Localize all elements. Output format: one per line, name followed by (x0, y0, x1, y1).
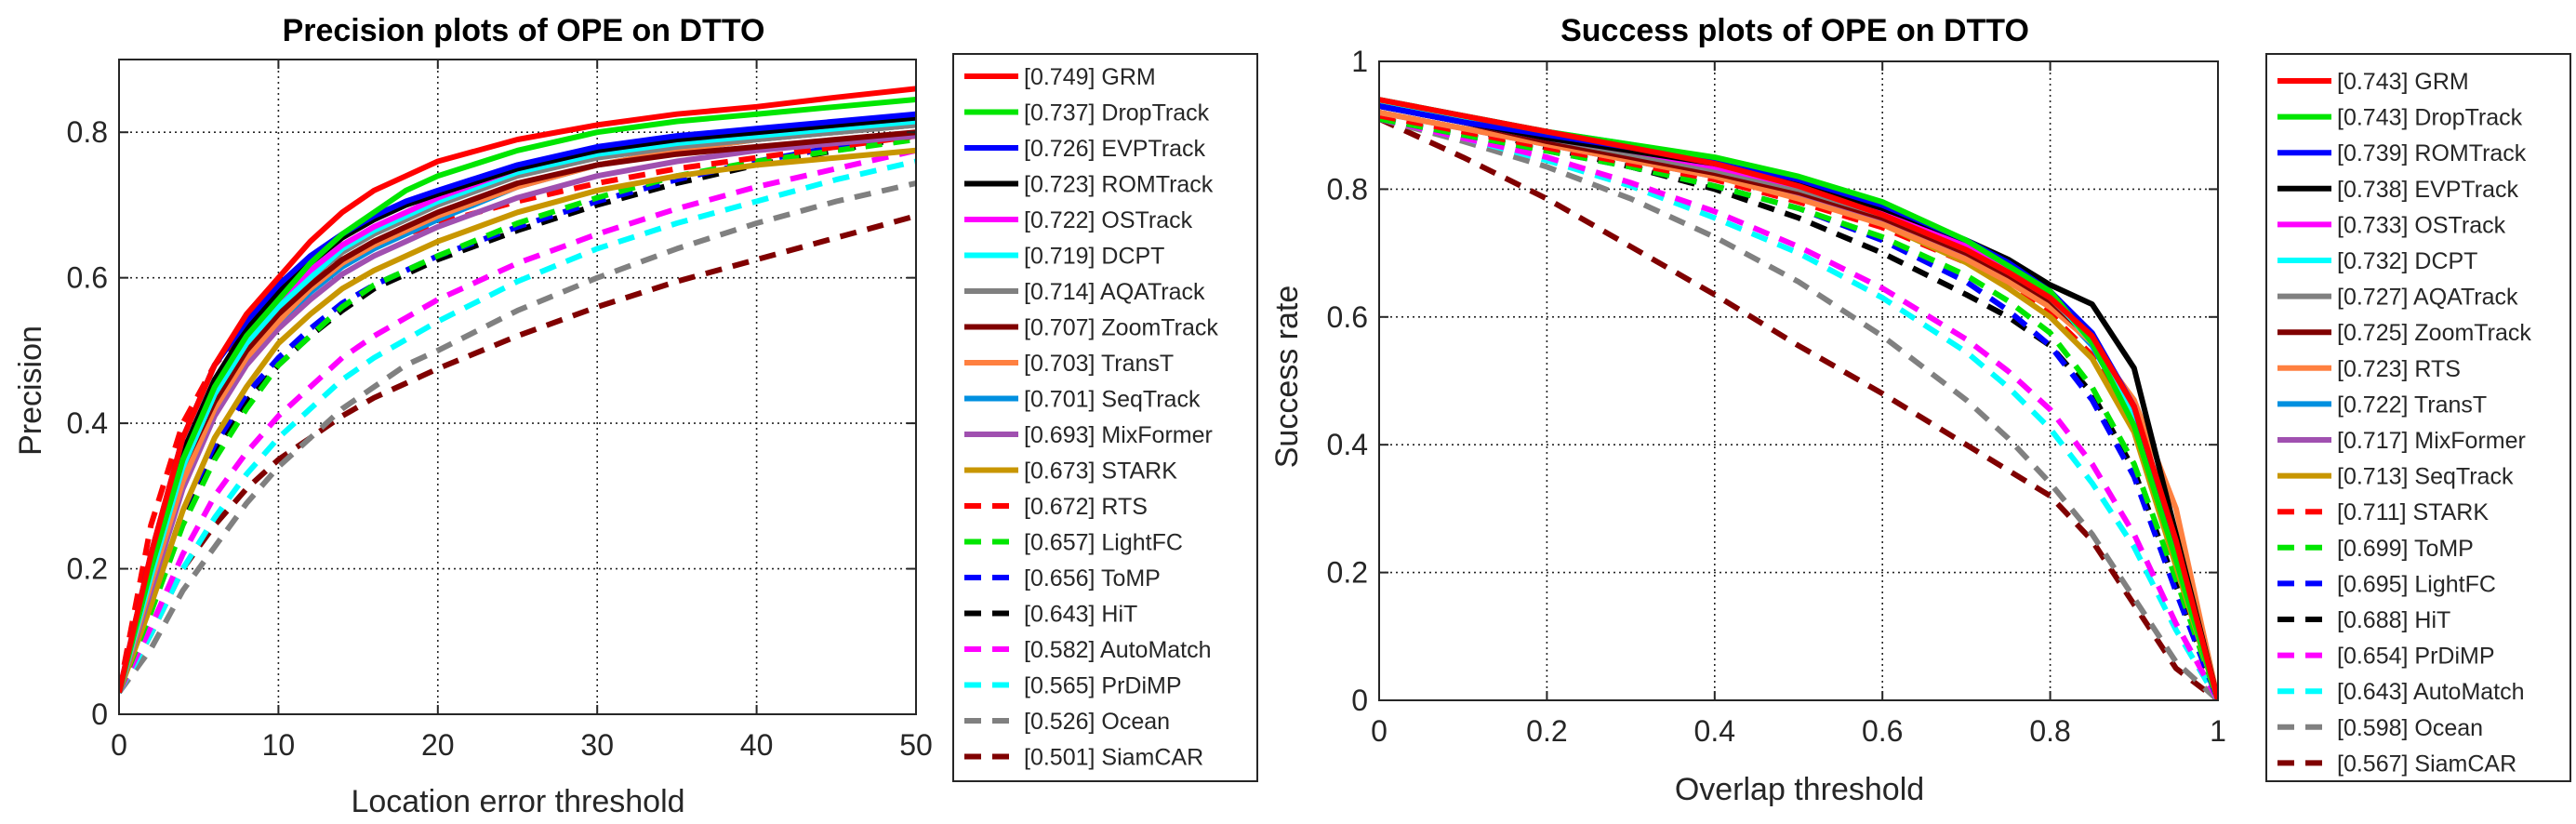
legend-label: [0.732] DCPT (2337, 248, 2477, 274)
series-line (119, 158, 916, 694)
legend-label: [0.738] EVPTrack (2337, 177, 2518, 203)
legend-label: [0.743] DropTrack (2337, 105, 2523, 131)
legend-label: [0.711] STARK (2337, 499, 2489, 525)
legend: [0.749] GRM [0.737] DropTrack [0.726] EVPT… (952, 53, 1258, 782)
y-tick-label: 0.6 (67, 261, 108, 295)
legend-label: [0.713] SeqTrack (2337, 464, 2514, 490)
legend-label: [0.749] GRM (1024, 64, 1156, 90)
series-line (119, 86, 916, 694)
legend-label: [0.722] OSTrack (1024, 207, 1193, 233)
series-line (119, 147, 916, 694)
legend-label: [0.722] TransT (2337, 392, 2487, 418)
x-tick-label: 30 (580, 728, 614, 762)
x-tick-label: 50 (899, 728, 933, 762)
series-line (1379, 110, 2218, 700)
legend-label: [0.643] AutoMatch (2337, 679, 2525, 705)
y-tick-label: 0.4 (1327, 428, 1368, 461)
legend-label: [0.654] PrDiMP (2337, 644, 2495, 670)
x-tick-label: 0 (1371, 714, 1388, 748)
axes-box (1378, 60, 2219, 701)
y-tick-label: 1 (1351, 45, 1368, 78)
legend-label: [0.656] ToMP (1024, 565, 1161, 591)
series-line (1379, 115, 2218, 700)
x-tick-label: 0.2 (1526, 714, 1567, 748)
legend-label: [0.643] HiT (1024, 602, 1137, 628)
series-line (119, 147, 916, 694)
x-tick-label: 40 (740, 728, 774, 762)
chart-title: Precision plots of OPE on DTTO (283, 13, 765, 48)
legend-label: [0.699] ToMP (2337, 536, 2474, 562)
axes-box (118, 59, 917, 715)
legend-label: [0.657] LightFC (1024, 530, 1183, 556)
legend-label: [0.737] DropTrack (1024, 100, 1210, 126)
legend-label: [0.565] PrDiMP (1024, 673, 1182, 699)
series-line (119, 114, 916, 694)
series-line (1379, 116, 2218, 700)
legend-box (952, 53, 1258, 782)
legend-label: [0.726] EVPTrack (1024, 136, 1205, 162)
legend-label: [0.598] Ocean (2337, 715, 2483, 741)
legend-label: [0.695] LightFC (2337, 571, 2496, 597)
x-tick-label: 0.8 (2029, 714, 2070, 748)
series-line (119, 133, 916, 694)
x-tick-label: 0.4 (1694, 714, 1735, 748)
legend-label: [0.672] RTS (1024, 494, 1148, 520)
x-axis-label: Overlap threshold (1675, 772, 1924, 807)
y-tick-label: 0.4 (67, 406, 108, 440)
legend-label: [0.501] SiamCAR (1024, 745, 1203, 771)
legend-label: [0.743] GRM (2337, 69, 2469, 95)
chart-title: Success plots of OPE on DTTO (1560, 13, 2029, 48)
legend-label: [0.739] ROMTrack (2337, 140, 2527, 166)
x-tick-label: 0.6 (1862, 714, 1903, 748)
y-axis-label: Precision (13, 326, 48, 456)
success-chart: Success plots of OPE on DTTO Overlap thr… (1269, 13, 2571, 807)
y-axis-label: Success rate (1269, 286, 1305, 469)
series-group (119, 86, 916, 695)
x-tick-label: 20 (421, 728, 455, 762)
y-tick-label: 0 (91, 698, 108, 731)
legend-label: [0.673] STARK (1024, 459, 1177, 485)
series-line (119, 133, 916, 694)
x-tick-label: 10 (262, 728, 296, 762)
series-line (1379, 115, 2218, 700)
x-tick-label: 1 (2210, 714, 2226, 748)
legend-label: [0.733] OSTrack (2337, 212, 2506, 238)
legend-label: [0.727] AQATrack (2337, 285, 2518, 311)
y-tick-label: 0.6 (1327, 300, 1368, 334)
y-tick-label: 0.2 (1327, 556, 1368, 590)
legend-label: [0.567] SiamCAR (2337, 751, 2516, 777)
legend-label: [0.582] AutoMatch (1024, 637, 1212, 663)
series-line (119, 180, 916, 695)
legend-label: [0.723] ROMTrack (1024, 172, 1214, 198)
legend-label: [0.717] MixFormer (2337, 428, 2526, 454)
legend-label: [0.526] Ocean (1024, 709, 1170, 735)
legend-label: [0.714] AQATrack (1024, 279, 1205, 305)
x-tick-label: 0 (111, 728, 127, 762)
legend-label: [0.725] ZoomTrack (2337, 320, 2531, 346)
plot-area (1379, 61, 2218, 700)
series-line (119, 118, 916, 694)
y-tick-label: 0.8 (67, 115, 108, 149)
legend: [0.743] GRM [0.743] DropTrack [0.739] ROMT… (2265, 53, 2571, 782)
legend-label: [0.723] RTS (2337, 356, 2461, 382)
series-line (1379, 115, 2218, 700)
series-line (1379, 115, 2218, 700)
y-tick-label: 0.2 (67, 552, 108, 586)
y-tick-label: 0 (1351, 684, 1368, 717)
legend-label: [0.693] MixFormer (1024, 422, 1213, 448)
legend-label: [0.719] DCPT (1024, 244, 1164, 270)
precision-chart: Precision plots of OPE on DTTO Location … (13, 13, 1258, 819)
series-line (1379, 115, 2218, 700)
series-line (1379, 97, 2218, 700)
legend-label: [0.701] SeqTrack (1024, 387, 1201, 413)
series-line (119, 97, 916, 694)
series-group (1379, 97, 2218, 700)
y-tick-label: 0.8 (1327, 172, 1368, 206)
legend-label: [0.707] ZoomTrack (1024, 315, 1218, 341)
legend-box (2265, 53, 2571, 782)
legend-label: [0.688] HiT (2337, 607, 2450, 633)
x-axis-label: Location error threshold (351, 784, 684, 819)
legend-label: [0.703] TransT (1024, 351, 1174, 377)
